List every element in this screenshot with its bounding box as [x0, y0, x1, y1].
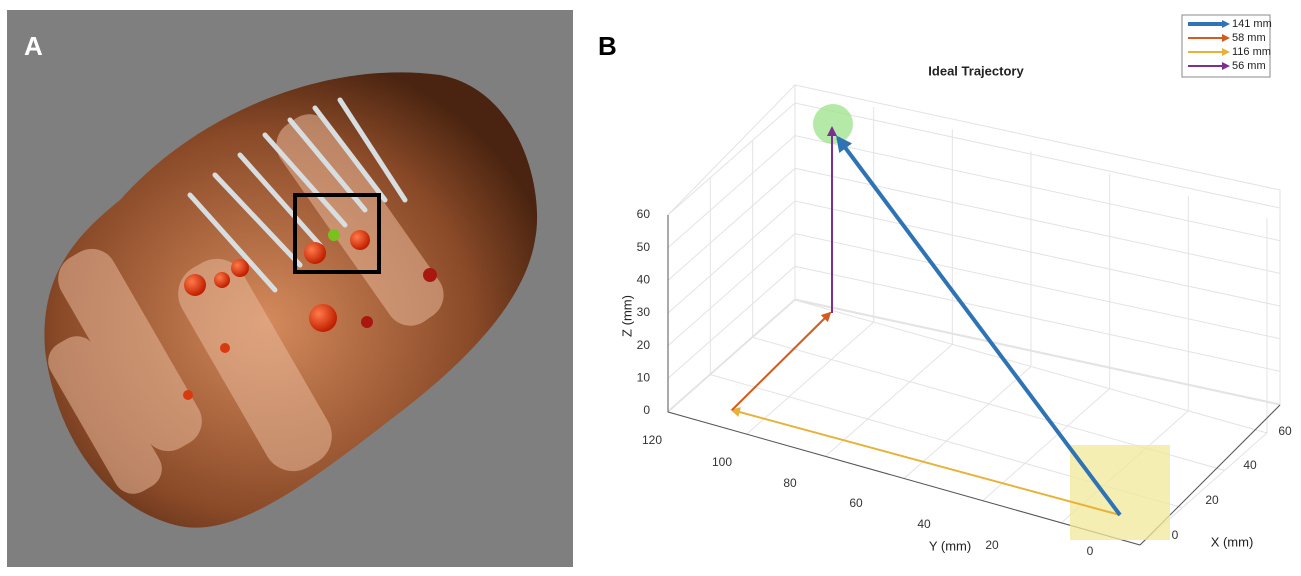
x-tick-label: 20 — [1205, 493, 1219, 507]
y-tick-label: 40 — [917, 517, 931, 531]
legend-label: 116 mm — [1232, 46, 1271, 58]
trajectory — [732, 128, 1120, 515]
legend: 141 mm 58 mm 116 mm 56 mm — [1182, 15, 1272, 77]
z-tick-label: 10 — [637, 371, 651, 385]
axis-label: Z (mm) — [619, 295, 634, 337]
y-tick-label: 60 — [849, 496, 863, 510]
grid-line — [747, 322, 874, 434]
y-tick-label: 80 — [783, 476, 797, 490]
panel-label: B — [598, 31, 617, 61]
z-tick-label: 0 — [643, 403, 650, 417]
axis-label: Y (mm) — [929, 538, 971, 553]
y-tick-label: 100 — [712, 455, 732, 469]
panel-b: B Ideal Trajectory 0 10 20 30 40 50 60 120 100 80… — [598, 15, 1292, 558]
axis-label: X (mm) — [1211, 534, 1254, 549]
figure: A B Ideal Trajectory 0 10 20 30 40 50 60 120 100… — [0, 0, 1301, 571]
y-tick-label: 20 — [985, 538, 999, 552]
legend-label: 141 mm — [1232, 18, 1272, 30]
z-tick-label: 40 — [637, 273, 651, 287]
y-tick-label: 120 — [642, 433, 662, 447]
z-tick-label: 30 — [637, 305, 651, 319]
grid-line — [668, 300, 795, 412]
x-tick-label: 40 — [1243, 458, 1257, 472]
x-tick-label: 0 — [1172, 528, 1179, 542]
panel-a: A — [7, 10, 573, 567]
x-tick-label: 60 — [1278, 424, 1292, 438]
z-tick-label: 50 — [637, 240, 651, 254]
plot-title: Ideal Trajectory — [928, 63, 1024, 78]
legend-label: 58 mm — [1232, 32, 1266, 44]
z-tick-label: 20 — [637, 338, 651, 352]
y-tick-label: 0 — [1087, 544, 1094, 558]
panel-label: A — [24, 31, 43, 61]
legend-label: 56 mm — [1232, 60, 1266, 72]
z-tick-label: 60 — [637, 207, 651, 221]
fiducial-template — [1070, 445, 1170, 540]
